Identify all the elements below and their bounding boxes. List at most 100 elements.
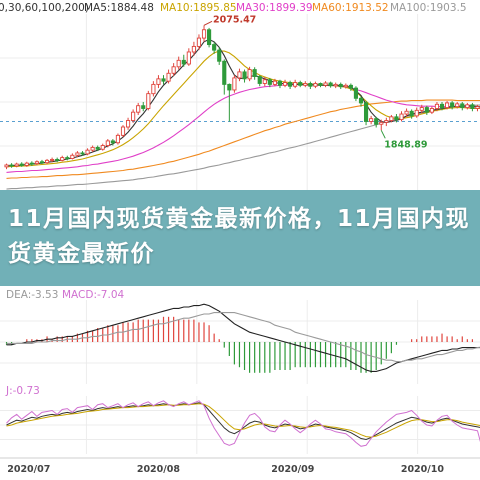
kdj-line-d [6,403,480,438]
low-pointer [380,130,386,139]
candle-body [272,80,277,85]
candle-body [282,82,288,86]
candle-body [277,80,283,86]
candle-body [70,154,75,159]
banner-title: 11月国内现货黄金最新价格，11月国内现货黄金最新价 [8,206,471,267]
candle-body [379,121,384,125]
candle-body [176,59,181,68]
candle-body [257,76,262,84]
candle-body [171,66,176,74]
candle-body [404,110,409,115]
candle-body [343,84,348,88]
candle-body [14,163,19,167]
low-annotation: 1848.89 [384,139,427,150]
candle-body [207,29,212,46]
ma-label-ma100: MA100:1903.5 [390,2,467,14]
candle-body [358,97,364,104]
kdj-line-j [6,400,480,447]
candle-body [100,145,105,150]
candle-body [323,82,328,86]
ma-label-ma30: MA30:1899.39 [236,2,313,14]
x-axis: 2020/07 2020/08 2020/09 2020/10 [0,457,480,475]
macd-label-dea: DEA:-3.53 [6,289,58,301]
ma-line-ma60 [6,99,480,179]
ma-label-ma5: MA5:1884.48 [84,2,154,14]
candle-body [363,102,369,122]
candle-body [313,83,318,87]
candle-body [369,118,374,122]
candle-body [252,69,257,77]
candle-body [424,107,429,113]
candle-body [222,60,227,85]
x-tick-label: 2020/08 [137,464,181,475]
candle-body [445,102,450,109]
candle-body [44,159,50,164]
candle-body [470,104,475,109]
candle-body [201,29,207,39]
candle-body [247,69,252,80]
candle-body [242,71,247,80]
candle-body [34,161,39,165]
candle-body [186,51,191,65]
candle-body [232,77,237,91]
candle-body [60,157,65,161]
candle-body [110,140,115,144]
candle-body [288,82,293,87]
x-tick-label: 2020/09 [271,464,314,475]
candle-body [39,161,45,164]
ma-label-ma_params: 0,30,60,100,200) [0,2,89,14]
candle-body [429,108,434,113]
candle-body [212,44,217,51]
candle-body [298,82,303,86]
candle-body [131,111,136,121]
candle-body [151,83,156,95]
candle-body [227,83,232,91]
ma-label-ma60: MA60:1913.52 [312,2,389,14]
candle-body [181,59,186,65]
candle-body [465,104,470,109]
candle-body [348,84,353,89]
candle-body [75,152,80,156]
candle-body [19,163,24,166]
candle-body [475,106,480,109]
candle-body [318,83,323,86]
candle-body [455,103,460,108]
candle-body [24,162,29,166]
ma-line-ma30 [6,83,480,173]
indicator-labels: 0,30,60,100,200)MA5:1884.48 MA10:1895.85 M… [0,2,467,397]
candle-body [328,82,333,87]
candle-body [95,146,100,150]
candle-body [439,103,445,109]
candle-body [414,109,419,117]
kdj-line-k [6,402,480,441]
candle-body [333,83,338,87]
candle-body [394,116,399,121]
candle-body [262,79,267,84]
candle-body [237,71,242,79]
candle-body [374,118,379,125]
x-tick-label: 2020/07 [7,464,50,475]
candle-body [460,103,465,109]
candle-body [389,116,394,121]
candle-body [156,78,161,85]
candle-body [384,120,389,123]
candle-body [293,82,298,87]
price-panel: 2075.47 1848.89 [0,14,480,190]
candle-body [308,83,313,87]
candle-body [303,83,308,86]
high-pointer [203,20,213,26]
candle-body [4,164,9,168]
candle-body [105,140,110,146]
candle-body [419,107,424,111]
high-annotation: 2075.47 [213,14,256,25]
candle-body [338,83,343,88]
candle-body [450,102,455,108]
candle-body [141,105,146,109]
candle-body [267,79,272,85]
candle-body [399,113,404,121]
candle-body [55,158,60,161]
candle-body [50,158,55,161]
candle-body [9,164,14,167]
